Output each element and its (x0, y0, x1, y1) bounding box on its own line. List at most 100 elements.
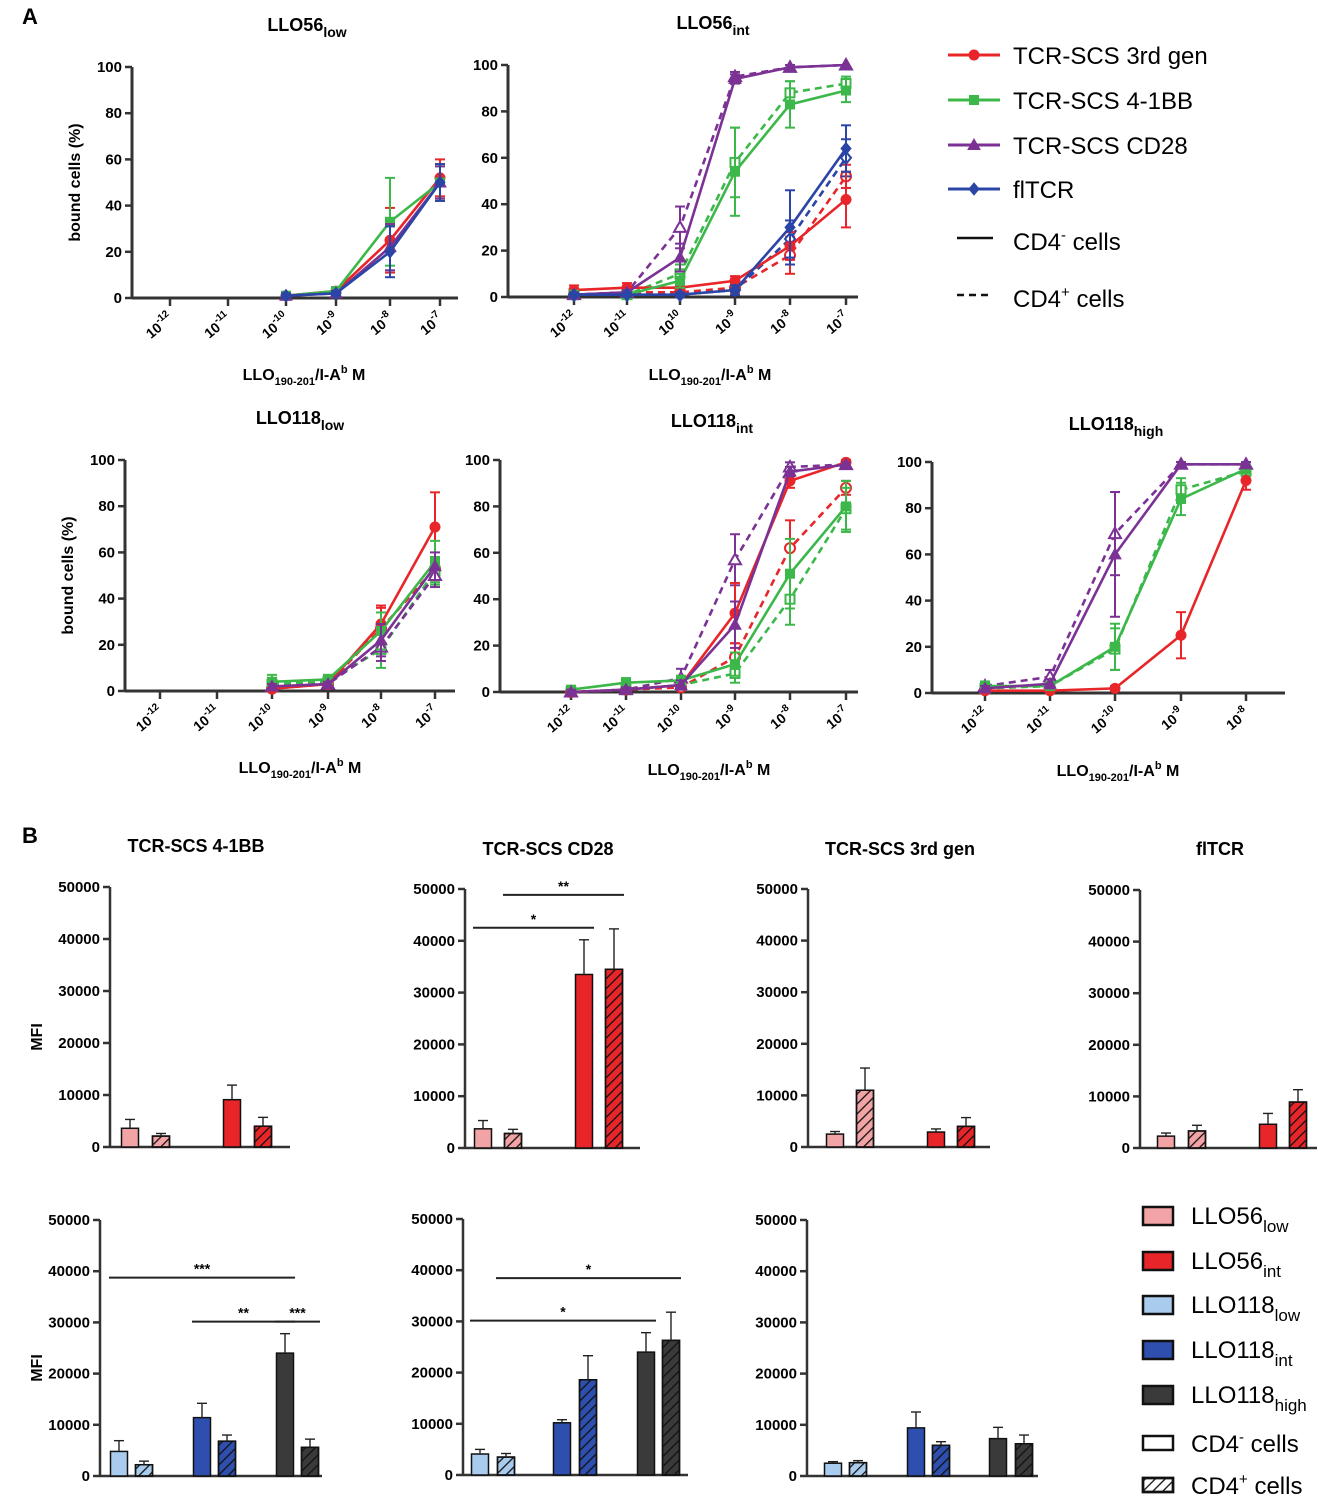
y-tick-label: 80 (98, 498, 115, 515)
legend-swatch-hatched (1141, 1476, 1175, 1494)
bar-hatch (217, 1440, 237, 1477)
legend-b-cd4neg: CD4- cells (1141, 1429, 1299, 1458)
bar-hatch (956, 1125, 976, 1148)
series-line (570, 461, 847, 694)
y-tick-label: 0 (114, 290, 122, 307)
legend-a-item-tcr-scs-4-1bb: TCR-SCS 4-1BB (948, 88, 1193, 115)
line-chart-5: LLO118high 0 20 40 60 80 100 10-12 10-11 10-10 10-… (897, 414, 1285, 784)
chart-title: flTCR (1196, 839, 1244, 859)
y-tick-label: 0 (107, 683, 115, 700)
data-point (330, 286, 342, 301)
bar-chart-4: flTCR 0 10000 20000 30000 40000 50000 (1088, 839, 1317, 1157)
data-point (978, 681, 992, 694)
significance-label: *** (194, 1261, 211, 1277)
chart-title: LLO56int (676, 13, 749, 38)
bar-hatch (503, 1132, 523, 1149)
legend-label: LLO118high (1191, 1382, 1307, 1415)
series-tcr-scs-cd28-cd4neg (564, 457, 853, 697)
legend-swatch (1141, 1205, 1175, 1227)
x-tick-label: 10-10 (1086, 703, 1121, 736)
bar-hatch (134, 1463, 154, 1477)
data-point (321, 677, 335, 690)
y-tick-label: 40000 (413, 933, 455, 950)
data-point (568, 287, 580, 302)
bar-hatch (253, 1125, 273, 1148)
legend-label: TCR-SCS 3rd gen (1013, 43, 1208, 70)
x-tick-label: 10-8 (357, 701, 388, 731)
y-tick-label: 0 (82, 1468, 90, 1485)
y-axis-label: bound cells (%) (60, 516, 77, 634)
chart-title: LLO56low (267, 15, 346, 40)
x-tick-label: 10-8 (766, 307, 797, 337)
series-line (285, 181, 442, 297)
data-point (1109, 682, 1121, 694)
bar-llo56low-cd4neg (825, 1133, 845, 1148)
y-tick-label: 50000 (58, 879, 100, 896)
chart-title: TCR-SCS 4-1BB (127, 836, 264, 856)
data-point (673, 250, 687, 263)
y-tick-label: 20000 (48, 1366, 90, 1383)
x-tick-label: 10-12 (141, 308, 176, 341)
y-tick-label: 20000 (413, 1036, 455, 1053)
bar-hatch (848, 1461, 868, 1477)
legend-label: TCR-SCS CD28 (1013, 133, 1188, 160)
y-tick-label: 80 (473, 498, 490, 515)
y-tick-label: 30000 (48, 1314, 90, 1331)
data-point (783, 464, 797, 477)
x-tick-label: 10-7 (411, 701, 442, 731)
y-tick-label: 10000 (413, 1088, 455, 1105)
x-tick-label: 10-11 (200, 308, 234, 341)
bar-llo118int-cd4neg (552, 1422, 572, 1476)
legend-swatch (1141, 1384, 1175, 1406)
x-tick-label: 10-8 (366, 308, 397, 338)
data-point (1108, 547, 1122, 560)
y-tick-label: 0 (789, 1468, 797, 1485)
y-tick-label: 50000 (756, 881, 798, 898)
y-tick-label: 30000 (755, 1314, 797, 1331)
data-point (384, 245, 396, 259)
x-tick-label: 10-12 (542, 702, 577, 735)
legend-label: CD4+ cells (1191, 1471, 1302, 1498)
chart-title: LLO118high (1069, 414, 1164, 439)
series-tcr-scs-3rd-gen-cd4neg (568, 170, 852, 296)
data-point (429, 521, 441, 533)
y-tick-label: 50000 (48, 1212, 90, 1229)
y-tick-label: 40000 (48, 1263, 90, 1280)
x-tick-label: 10-12 (545, 307, 580, 340)
legend-b-item-llo56int: LLO56int (1141, 1248, 1281, 1281)
y-tick-label: 60 (105, 151, 122, 168)
bar-llo56low-cd4neg (120, 1127, 140, 1148)
series-line (271, 567, 436, 690)
bar-chart-3: TCR-SCS 3rd gen 0 10000 20000 30000 40000 5000… (756, 839, 990, 1156)
legend-b-item-llo56low: LLO56low (1141, 1203, 1289, 1236)
y-tick-label: 10000 (58, 1087, 100, 1104)
series-line (574, 147, 848, 296)
y-tick-label: 20000 (1088, 1037, 1130, 1054)
y-tick-label: 10000 (756, 1087, 798, 1104)
data-point (727, 551, 743, 566)
y-tick-label: 30000 (58, 983, 100, 1000)
bar-llo56low-cd4neg (1156, 1135, 1176, 1149)
bar-chart-7: 0 10000 20000 30000 40000 50000 (755, 1212, 1038, 1485)
y-tick-label: 40000 (411, 1262, 453, 1279)
chart-title: LLO118int (671, 411, 753, 436)
series-line (574, 89, 847, 296)
y-tick-label: 20 (105, 244, 122, 261)
y-tick-label: 0 (914, 685, 922, 702)
legend-swatch-open (1141, 1434, 1175, 1452)
legend-b-cd4pos: CD4+ cells (1141, 1471, 1302, 1498)
bar-hatch (1187, 1130, 1207, 1149)
x-tick-label: 10-11 (189, 701, 223, 734)
x-tick-label: 10-7 (822, 702, 853, 732)
series-tcr-scs-cd28-cd4pos (563, 456, 854, 698)
data-point (280, 288, 292, 303)
line-chart-3: LLO118low 0 20 40 60 80 100 10-12 10-11 10-10 10-9… (60, 408, 455, 781)
y-tick-label: 20000 (755, 1366, 797, 1383)
y-tick-label: 0 (790, 1139, 798, 1156)
y-tick-label: 60 (481, 150, 498, 167)
series-tcr-scs-3rd-gen-cd4neg (565, 456, 852, 698)
data-point (428, 559, 442, 572)
data-point (728, 71, 742, 84)
chart-title: TCR-SCS 3rd gen (825, 839, 975, 859)
series-tcr-scs-cd28-cd4pos (566, 56, 854, 301)
